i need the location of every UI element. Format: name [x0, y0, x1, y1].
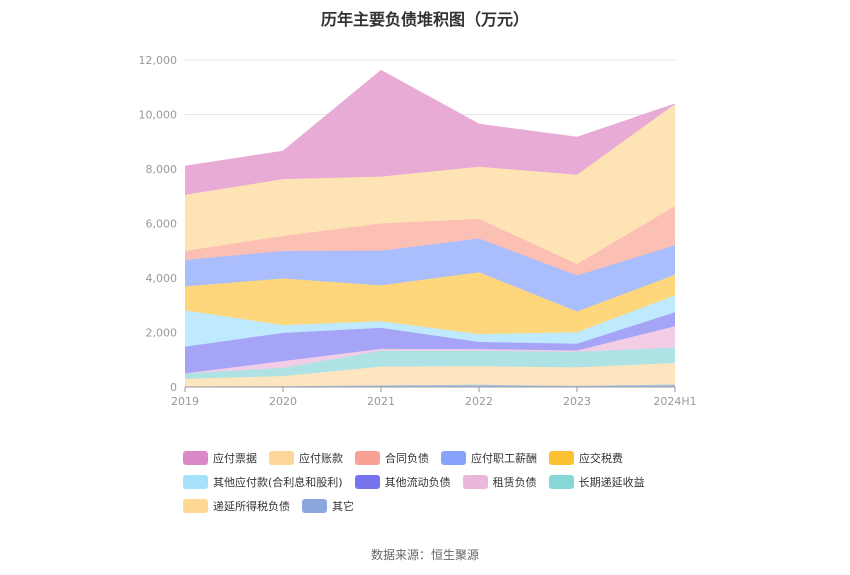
- chart-title: 历年主要负债堆积图（万元）: [320, 10, 529, 29]
- y-tick-label: 4,000: [146, 272, 178, 285]
- x-tick-label: 2020: [269, 395, 297, 408]
- legend-item-contract-liabilities[interactable]: 合同负债: [355, 450, 429, 466]
- y-tick-label: 6,000: [146, 218, 178, 231]
- legend-item-notes-payable[interactable]: 应付票据: [183, 450, 257, 466]
- legend-item-employee-payable[interactable]: 应付职工薪酬: [441, 450, 537, 466]
- y-tick-label: 8,000: [146, 163, 178, 176]
- area-series-7[interactable]: [185, 238, 675, 312]
- x-tick-label: 2019: [171, 395, 199, 408]
- legend-item-taxes-payable[interactable]: 应交税费: [549, 450, 623, 466]
- area-top-line-10: [184, 69, 676, 167]
- legend-row-3: 递延所得税负债 其它: [183, 498, 743, 514]
- x-tick-label: 2024H1: [653, 395, 696, 408]
- area-series-3[interactable]: [185, 326, 675, 374]
- area-series-8[interactable]: [185, 206, 675, 276]
- area-series-9[interactable]: [185, 104, 675, 265]
- y-tick-label: 10,000: [139, 109, 178, 122]
- area-series-6[interactable]: [185, 272, 675, 335]
- data-source-note: 数据来源：恒生聚源: [370, 548, 479, 562]
- legend-item-other-payables[interactable]: 其他应付款(合利息和股利): [183, 474, 343, 490]
- area-series-1[interactable]: [185, 363, 675, 387]
- legend-item-lease-liabilities[interactable]: 租赁负债: [462, 474, 537, 490]
- y-tick-label: 0: [170, 381, 177, 394]
- area-series-5[interactable]: [185, 295, 675, 347]
- area-series-2[interactable]: [185, 347, 675, 379]
- area-series-10[interactable]: [185, 70, 675, 195]
- legend-item-other-current-liabilities[interactable]: 其他流动负债: [354, 474, 451, 490]
- x-tick-label: 2021: [367, 395, 395, 408]
- legend-row-2: 其他应付款(合利息和股利) 其他流动负债 租赁负债 长期递延收益: [183, 474, 743, 490]
- legend-item-other[interactable]: 其它: [302, 498, 354, 514]
- x-tick-label: 2022: [465, 395, 493, 408]
- y-tick-label: 2,000: [146, 327, 178, 340]
- legend-row-1: 应付票据 应付账款 合同负债 应付职工薪酬 应交税费: [183, 450, 743, 466]
- x-tick-label: 2023: [563, 395, 591, 408]
- y-tick-label: 12,000: [139, 54, 178, 67]
- chart-area: 0 2,000 4,000 6,000 8,000 10,000 12,000 2019 202…: [139, 54, 697, 408]
- legend-item-deferred-income[interactable]: 长期递延收益: [548, 474, 645, 490]
- legend: 应付票据 应付账款 合同负债 应付职工薪酬 应交税费 其他应付款(合利息和股利)…: [183, 450, 743, 522]
- legend-item-accounts-payable[interactable]: 应付账款: [269, 450, 343, 466]
- area-series-4[interactable]: [185, 312, 675, 374]
- legend-item-deferred-tax-liabilities[interactable]: 递延所得税负债: [183, 498, 290, 514]
